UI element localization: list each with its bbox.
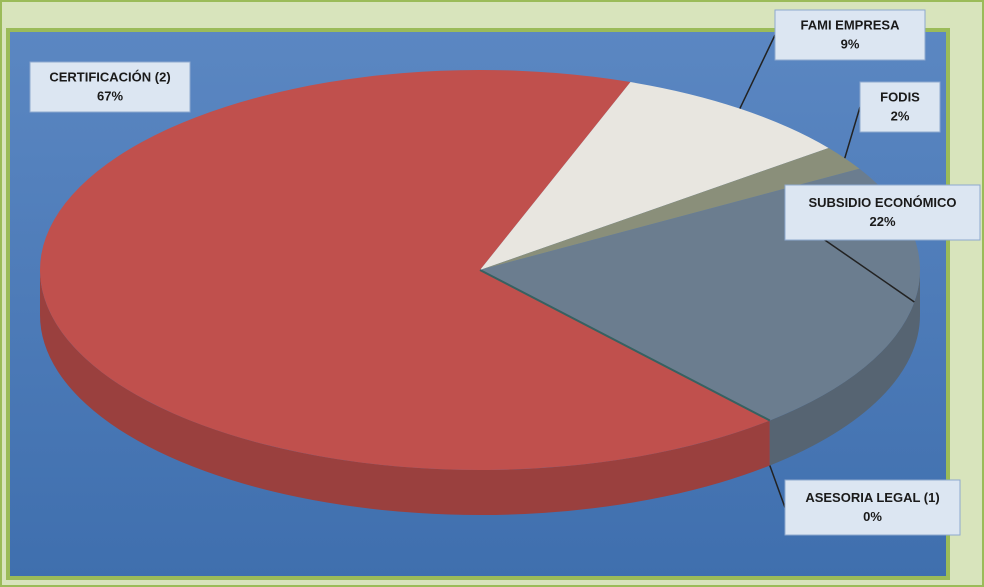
- leader-line: [844, 106, 861, 159]
- value-label: 0%: [863, 509, 882, 524]
- pie-slice: [480, 82, 829, 270]
- category-label: FODIS: [880, 89, 920, 104]
- slice-side: [40, 270, 770, 515]
- value-label: 67%: [97, 88, 123, 103]
- slice-side: [769, 270, 920, 466]
- pie: [39, 69, 920, 515]
- leader-line: [739, 34, 776, 109]
- category-label: CERTIFICACIÓN (2): [49, 69, 170, 84]
- label-box: [29, 61, 191, 113]
- labels: CERTIFICACIÓN (2) 67% FAMI EMPRESA 9% FODIS 2…: [29, 9, 981, 536]
- value-label: 9%: [841, 36, 860, 51]
- pie-slice: [39, 69, 770, 471]
- pie-slice: [480, 147, 860, 270]
- category-label: ASESORIA LEGAL (1): [805, 490, 939, 505]
- category-label: FAMI EMPRESA: [801, 17, 901, 32]
- label-box: [784, 184, 981, 241]
- label-box: [774, 9, 926, 61]
- value-label: 2%: [891, 108, 910, 123]
- pie-slice: [479, 269, 771, 422]
- label-box: [859, 81, 941, 133]
- value-label: 22%: [869, 214, 895, 229]
- label-box: [784, 479, 961, 536]
- leader-line: [769, 465, 786, 508]
- category-label: SUBSIDIO ECONÓMICO: [808, 195, 956, 210]
